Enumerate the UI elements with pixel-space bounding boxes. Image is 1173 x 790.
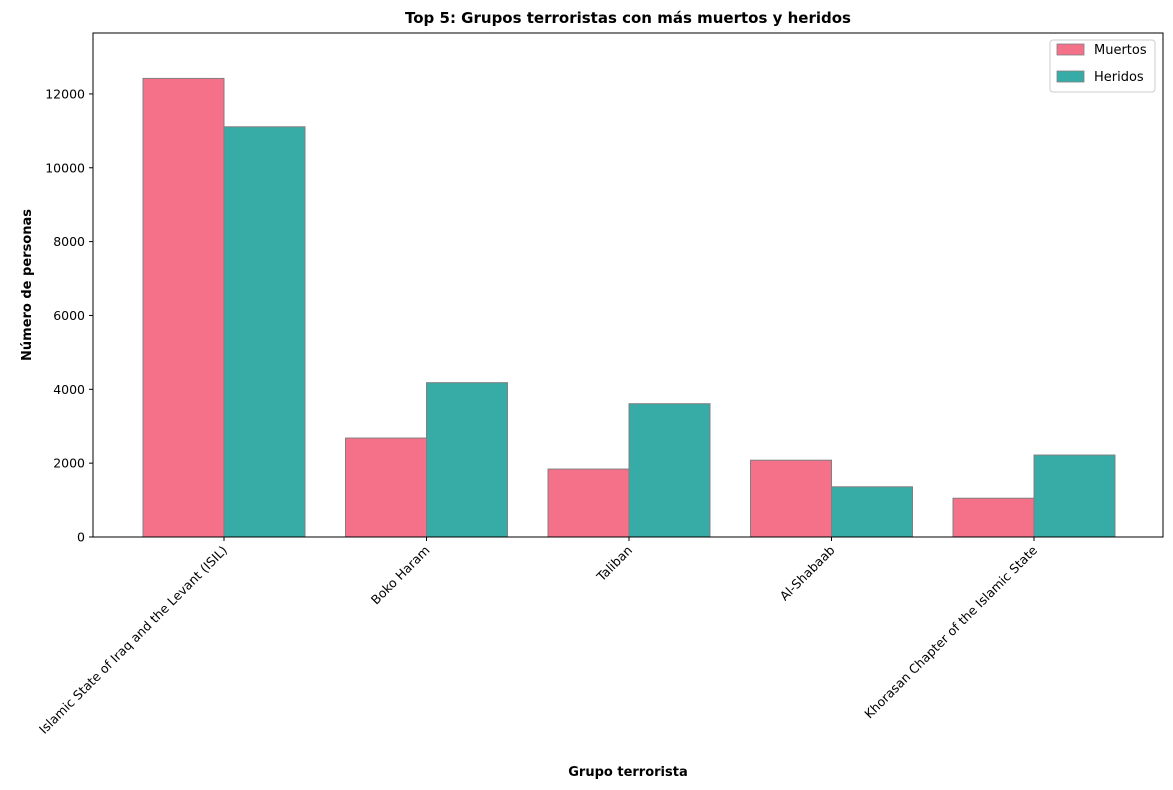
x-tick-label: Al-Shabaab bbox=[777, 542, 838, 603]
y-tick-label: 4000 bbox=[53, 382, 85, 397]
x-tick-label: Islamic State of Iraq and the Levant (IS… bbox=[36, 543, 230, 737]
bar-muertos-3 bbox=[750, 459, 832, 538]
bar-heridos-4 bbox=[1033, 454, 1116, 538]
x-axis: Islamic State of Iraq and the Levant (IS… bbox=[36, 537, 1040, 737]
legend-label-heridos: Heridos bbox=[1094, 70, 1144, 85]
bar-muertos-1 bbox=[345, 437, 427, 538]
legend: Muertos Heridos bbox=[1049, 39, 1156, 93]
y-tick-label: 12000 bbox=[45, 86, 85, 101]
y-tick-label: 8000 bbox=[53, 234, 85, 249]
legend-label-muertos: Muertos bbox=[1094, 43, 1147, 58]
bar-heridos-1 bbox=[426, 382, 508, 538]
x-tick-label: Boko Haram bbox=[368, 543, 433, 608]
bar-muertos-4 bbox=[952, 497, 1035, 538]
legend-swatch-heridos bbox=[1056, 70, 1085, 83]
bar-heridos-3 bbox=[831, 486, 913, 538]
bar-muertos-0 bbox=[142, 77, 225, 538]
y-tick-label: 10000 bbox=[45, 160, 85, 175]
x-tick-label: Khorasan Chapter of the Islamic State bbox=[861, 542, 1040, 721]
bar-heridos-0 bbox=[223, 126, 306, 538]
chart-title: Top 5: Grupos terroristas con más muerto… bbox=[405, 9, 851, 27]
y-tick-label: 6000 bbox=[53, 308, 85, 323]
y-tick-label: 0 bbox=[77, 530, 85, 545]
x-tick-label: Taliban bbox=[593, 543, 635, 585]
y-axis: 0 2000 4000 6000 8000 10000 12000 bbox=[45, 86, 93, 545]
axes-frame bbox=[92, 32, 1164, 538]
legend-swatch-muertos bbox=[1056, 43, 1085, 56]
y-axis-title: Número de personas bbox=[20, 209, 35, 361]
plot-area bbox=[142, 77, 1116, 538]
y-tick-label: 2000 bbox=[53, 456, 85, 471]
bar-muertos-2 bbox=[547, 468, 630, 538]
x-axis-title: Grupo terrorista bbox=[568, 765, 687, 780]
bar-heridos-2 bbox=[628, 403, 711, 538]
